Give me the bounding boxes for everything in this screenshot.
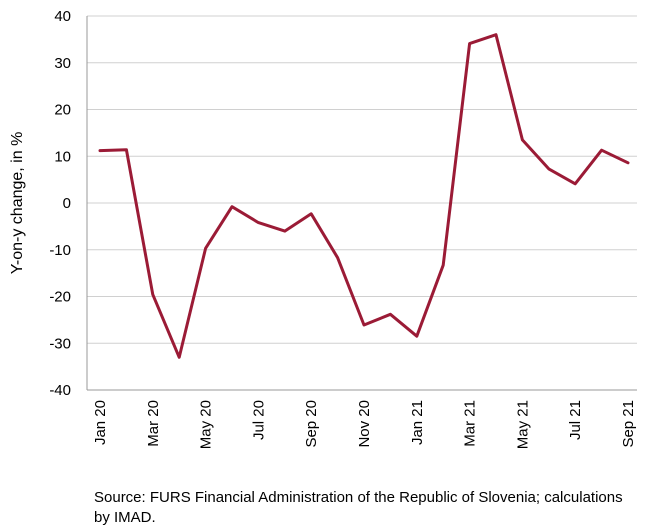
series-line [98,33,630,359]
x-tick-label: Nov 20 [356,400,373,448]
source-note: Source: FURS Financial Administration of… [94,489,623,526]
gridlines [87,15,637,344]
x-tick-label: Sep 21 [620,400,637,448]
y-tick-label: 30 [54,55,71,72]
y-tick-label: 40 [54,8,71,25]
y-tick-label: 10 [54,148,71,165]
line-chart: -40 -30 -20 -10 0 10 20 30 40 Jan 20 Mar 20 May 20… [9,8,637,449]
series-layer [98,33,630,359]
x-tick-label: Mar 20 [145,400,162,447]
axes [86,16,637,391]
y-tick-labels: -40 -30 -20 -10 0 10 20 30 40 [49,8,71,399]
x-tick-label: May 20 [198,400,215,449]
x-tick-label: Jan 20 [92,400,109,445]
y-tick-label: -40 [49,382,71,399]
x-tick-labels: Jan 20 Mar 20 May 20 Jul 20 Sep 20 Nov 20 Jan … [92,400,637,449]
x-tick-label: Jul 20 [250,400,267,440]
x-tick-label: Jan 21 [409,400,426,445]
x-tick-label: Sep 20 [303,400,320,448]
x-tick-label: Mar 21 [462,400,479,447]
x-tick-label: Jul 21 [567,400,584,440]
y-tick-label: -30 [49,335,71,352]
x-tick-label: May 21 [514,400,531,449]
y-tick-label: 0 [63,195,71,212]
y-axis-title: Y-on-y change, in % [9,132,26,275]
y-tick-label: 20 [54,102,71,119]
y-tick-label: -20 [49,289,71,306]
y-tick-label: -10 [49,242,71,259]
